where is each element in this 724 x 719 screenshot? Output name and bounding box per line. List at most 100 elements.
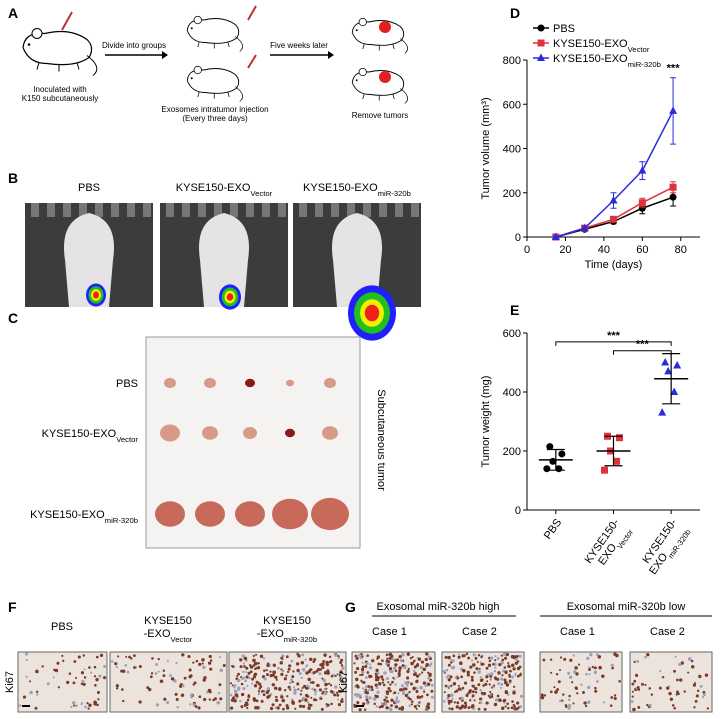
ihc-nucleus — [296, 668, 300, 673]
ihc-nucleus — [53, 668, 56, 672]
ihc-nucleus — [555, 673, 559, 676]
ihc-bg — [539, 651, 623, 713]
ihc-nucleus — [333, 693, 337, 697]
ihc-nucleus — [442, 669, 446, 673]
ihc-nucleus — [673, 669, 676, 673]
column-label: KYSE150 — [144, 615, 192, 627]
ihc-nucleus — [558, 669, 561, 672]
ihc-nucleus — [370, 685, 374, 689]
ihc-nucleus — [354, 670, 358, 674]
ihc-nucleus — [516, 674, 520, 678]
ihc-nucleus — [494, 703, 498, 706]
ihc-nucleus — [229, 693, 233, 697]
ihc-nucleus — [427, 676, 431, 680]
ihc-nucleus — [163, 697, 167, 701]
ihc-nucleus — [509, 669, 512, 673]
group-label: PBS — [78, 182, 100, 194]
ihc-nucleus — [550, 690, 553, 694]
ihc-nucleus — [587, 685, 591, 690]
ihc-nucleus — [72, 681, 76, 685]
ihc-nucleus — [594, 686, 597, 690]
ihc-nucleus — [430, 695, 434, 699]
ihc-nucleus — [494, 666, 497, 669]
ihc-nucleus — [450, 661, 453, 664]
ihc-nucleus — [467, 690, 472, 694]
ihc-nucleus — [291, 680, 294, 684]
panel-letter: A — [8, 5, 18, 21]
ihc-nucleus — [247, 695, 251, 699]
ihc-nucleus — [189, 703, 192, 706]
ihc-nucleus — [408, 704, 412, 707]
ihc-nucleus — [272, 670, 277, 674]
ihc-nucleus — [133, 666, 136, 669]
ihc-nucleus — [244, 679, 247, 683]
ihc-nucleus — [362, 680, 366, 684]
ihc-nucleus — [489, 678, 493, 681]
ihc-nucleus — [503, 666, 507, 669]
ihc-nucleus — [209, 659, 213, 662]
ihc-nucleus — [387, 660, 391, 664]
ihc-nucleus — [289, 688, 292, 691]
label-main: PBS — [78, 182, 100, 194]
ihc-nucleus — [306, 701, 310, 704]
ihc-nucleus — [394, 705, 399, 709]
ihc-nucleus — [201, 658, 205, 662]
tumor — [202, 426, 218, 440]
label-sub: miR-320b — [628, 60, 661, 69]
ihc-nucleus — [401, 691, 406, 695]
ihc-nucleus — [306, 695, 310, 698]
ihc-nucleus — [235, 696, 238, 700]
ihc-nucleus — [94, 684, 97, 687]
marker — [601, 466, 608, 474]
label: Divide into groups — [102, 41, 166, 50]
ihc-nucleus — [117, 655, 120, 658]
ihc-nucleus — [336, 673, 339, 676]
panel-letter: F — [8, 599, 17, 615]
ihc-nucleus — [252, 675, 257, 679]
ihc-nucleus — [320, 662, 325, 667]
ihc-nucleus — [430, 683, 434, 687]
x-tick-label: 0 — [524, 244, 530, 256]
ihc-nucleus — [557, 680, 561, 684]
ihc-nucleus — [263, 669, 266, 672]
ihc-nucleus — [272, 663, 276, 667]
ihc-nucleus — [247, 671, 251, 675]
ihc-nucleus — [460, 675, 464, 679]
ihc-nucleus — [641, 682, 644, 686]
ihc-nucleus — [271, 673, 275, 677]
ihc-nucleus — [309, 657, 313, 662]
ihc-nucleus — [358, 694, 362, 698]
marker — [616, 434, 623, 442]
ihc-nucleus — [300, 676, 303, 680]
ihc-nucleus — [367, 701, 370, 704]
ihc-nucleus — [403, 666, 407, 670]
ihc-nucleus — [257, 661, 260, 665]
ihc-nucleus — [501, 658, 505, 662]
ihc-nucleus — [598, 665, 602, 670]
ihc-nucleus — [326, 669, 330, 673]
ihc-nucleus — [416, 662, 419, 666]
ihc-nucleus — [469, 665, 473, 669]
ihc-nucleus — [166, 659, 169, 662]
ihc-nucleus — [485, 675, 489, 679]
ihc-nucleus — [485, 666, 489, 670]
ihc-nucleus — [301, 696, 306, 701]
ihc-nucleus — [385, 677, 389, 681]
ihc-nucleus — [413, 705, 417, 709]
ihc-nucleus — [693, 706, 696, 709]
ihc-nucleus — [450, 707, 454, 711]
ihc-nucleus — [322, 659, 326, 663]
ihc-nucleus — [632, 707, 636, 712]
ihc-nucleus — [466, 673, 470, 677]
ihc-nucleus — [242, 670, 245, 674]
ihc-nucleus — [275, 698, 279, 703]
ihc-nucleus — [593, 670, 598, 675]
ihc-nucleus — [496, 694, 500, 698]
ihc-nucleus — [678, 662, 682, 667]
ihc-nucleus — [376, 655, 380, 659]
ihc-nucleus — [646, 703, 649, 707]
ihc-nucleus — [679, 678, 683, 682]
ihc-nucleus — [133, 654, 136, 658]
ihc-nucleus — [252, 654, 255, 657]
ihc-nucleus — [513, 705, 517, 708]
